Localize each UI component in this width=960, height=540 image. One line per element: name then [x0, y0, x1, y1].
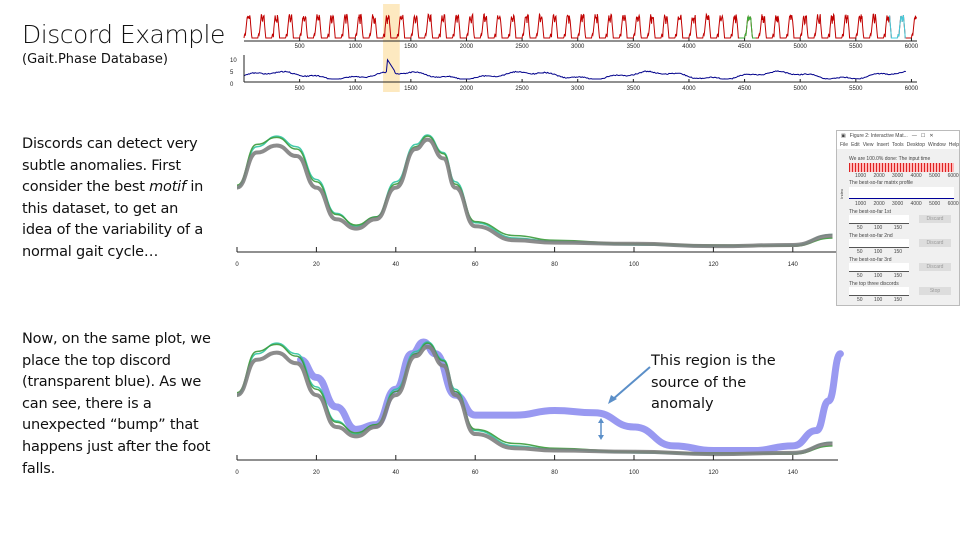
x-tick-label: 3000 — [571, 86, 585, 92]
highlight-region — [383, 4, 400, 92]
x-tick-label: 2000 — [460, 86, 474, 92]
profile-label: The best-so-far matrix profile — [849, 180, 913, 186]
window-titlebar[interactable]: ▣ Figure 2: Interactive Mat... — ☐ ✕ — [837, 131, 959, 141]
x-tick-label: 5000 — [794, 44, 808, 50]
motif-line — [237, 140, 833, 246]
x-tick-label: 80 — [551, 262, 558, 268]
x-tick-label: 1500 — [404, 44, 418, 50]
x-tick-label: 3500 — [627, 86, 641, 92]
x-tick-label: 6000 — [905, 44, 919, 50]
y-tick-label: 0 — [230, 82, 234, 88]
menu-desktop[interactable]: Desktop — [907, 142, 925, 148]
section-ticks: 50 100 150 — [857, 273, 902, 279]
x-tick-label: 2000 — [460, 44, 474, 50]
menu-bar: File Edit View Insert Tools Desktop Window Help — [837, 141, 959, 149]
x-tick-label: 6000 — [905, 86, 919, 92]
x-tick-label: 120 — [708, 470, 719, 476]
motif-segment — [739, 17, 755, 38]
x-tick-label: 2500 — [515, 86, 529, 92]
x-tick-label: 500 — [295, 86, 306, 92]
menu-help[interactable]: Help — [949, 142, 959, 148]
profile-ticks: 1000 2000 3000 4000 5000 6000 — [855, 201, 959, 207]
x-tick-label: 1000 — [349, 44, 363, 50]
motif-segment — [889, 15, 905, 38]
y-tick-label: 5 — [230, 70, 234, 76]
x-tick-label: 1500 — [404, 86, 418, 92]
x-tick-label: 120 — [708, 262, 719, 268]
maximize-button[interactable]: ☐ — [921, 133, 925, 139]
minimize-button[interactable]: — — [912, 133, 917, 139]
x-tick-label: 140 — [788, 262, 799, 268]
x-tick-label: 60 — [472, 470, 479, 476]
y-tick-label: 10 — [230, 58, 237, 64]
menu-file[interactable]: File — [840, 142, 848, 148]
motif-line — [237, 136, 833, 246]
x-tick-label: 5500 — [849, 86, 863, 92]
section-plot — [849, 263, 909, 272]
menu-view[interactable]: View — [863, 142, 874, 148]
status-text: We are 100.0% done: The input time — [849, 156, 930, 162]
section-button[interactable]: Discard — [919, 215, 951, 223]
motif-line — [237, 135, 833, 246]
section-button[interactable]: Discard — [919, 239, 951, 247]
menu-tools[interactable]: Tools — [892, 142, 904, 148]
x-tick-label: 20 — [313, 262, 320, 268]
section-plot — [849, 215, 909, 224]
x-tick-label: 100 — [629, 262, 640, 268]
x-tick-label: 40 — [392, 470, 399, 476]
figure-icon: ▣ — [841, 133, 846, 139]
discord-line — [301, 342, 841, 451]
section-ticks: 50 100 150 — [857, 297, 902, 303]
x-tick-label: 5000 — [794, 86, 808, 92]
section-plot — [849, 287, 909, 296]
matrix-profile-line — [244, 60, 906, 79]
section-button[interactable]: Stop — [919, 287, 951, 295]
gait-signal-line — [244, 14, 917, 38]
arrowhead-icon — [598, 418, 604, 423]
motif-chart: 0 20 40 60 80 100 120 140 — [235, 135, 838, 268]
discord-chart: 0 20 40 60 80 100 120 140 — [235, 342, 840, 476]
x-tick-label: 4500 — [738, 86, 752, 92]
x-tick-label: 4000 — [682, 44, 696, 50]
menu-window[interactable]: Window — [928, 142, 946, 148]
section-ticks: 50 100 150 — [857, 225, 902, 231]
annotation-arrow — [612, 367, 650, 400]
x-tick-label: 500 — [295, 44, 306, 50]
charts: 500 1000 1500 2000 2500 3000 3500 4000 4500 5000 5… — [0, 0, 960, 540]
x-tick-label: 3000 — [571, 44, 585, 50]
x-tick-label: 5500 — [849, 44, 863, 50]
window-title: Figure 2: Interactive Mat... — [850, 133, 908, 139]
x-tick-label: 140 — [788, 470, 799, 476]
x-tick-label: 80 — [551, 470, 558, 476]
x-tick-label: 100 — [629, 470, 640, 476]
top-ticks: 1000 2000 3000 4000 5000 6000 — [855, 173, 959, 179]
x-tick-label: 60 — [472, 262, 479, 268]
section-plot — [849, 239, 909, 248]
input-series-plot — [849, 163, 954, 172]
menu-edit[interactable]: Edit — [851, 142, 860, 148]
arrowhead-icon — [598, 435, 604, 440]
x-tick-label: 1000 — [349, 86, 363, 92]
section-ticks: 50 100 150 — [857, 249, 902, 255]
x-tick-label: 20 — [313, 470, 320, 476]
close-button[interactable]: ✕ — [929, 133, 933, 139]
menu-insert[interactable]: Insert — [876, 142, 889, 148]
x-tick-label: 0 — [235, 470, 239, 476]
x-tick-label: 4500 — [738, 44, 752, 50]
x-tick-label: 4000 — [682, 86, 696, 92]
matlab-figure-window: ▣ Figure 2: Interactive Mat... — ☐ ✕ File Edi… — [836, 130, 960, 306]
x-tick-label: 40 — [392, 262, 399, 268]
y-label: Index — [839, 189, 844, 199]
x-tick-label: 2500 — [515, 44, 529, 50]
profile-plot — [849, 187, 954, 199]
section-button[interactable]: Discard — [919, 263, 951, 271]
x-tick-label: 3500 — [627, 44, 641, 50]
x-tick-label: 0 — [235, 262, 239, 268]
